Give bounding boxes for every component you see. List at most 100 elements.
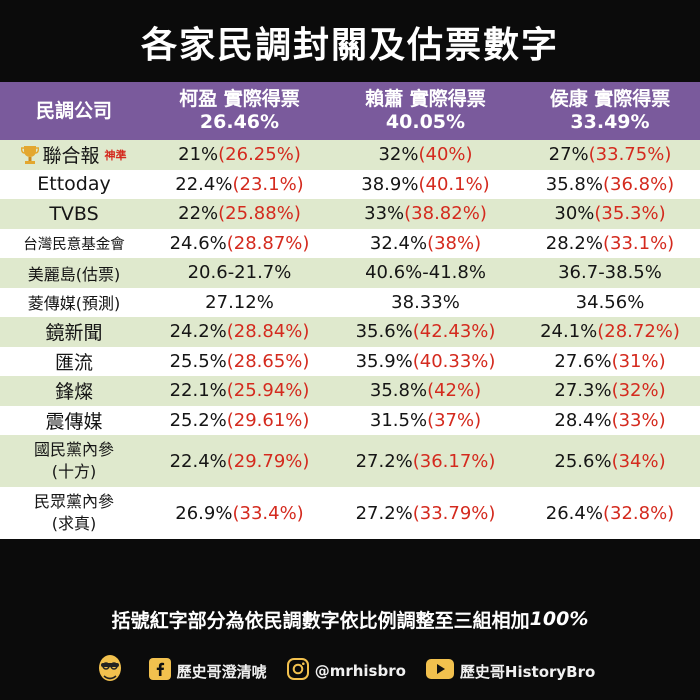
poll-value-cell: 31.5%(37%) bbox=[331, 406, 520, 436]
adjusted-value: (28.72%) bbox=[597, 321, 680, 343]
adjusted-value: (33.1%) bbox=[602, 232, 675, 254]
adjusted-value: (31%) bbox=[611, 350, 666, 372]
adjusted-value: (40.33%) bbox=[412, 350, 496, 372]
youtube-link[interactable]: 歷史哥HistoryBro bbox=[425, 659, 595, 683]
poll-value-cell: 24.2%(28.84%) bbox=[148, 317, 331, 347]
poll-value-cell: 22%(25.88%) bbox=[148, 199, 331, 229]
poll-value-cell: 22.1%(25.94%) bbox=[148, 376, 331, 406]
raw-value: 25.2% bbox=[169, 409, 227, 431]
adjusted-value: (42.43%) bbox=[412, 321, 496, 343]
accuracy-tag: 神準 bbox=[104, 149, 127, 163]
header-candidate: 侯康 實際得票 33.49% bbox=[520, 82, 700, 140]
raw-value: 30% bbox=[554, 203, 595, 225]
poll-value-cell: 22.4%(29.79%) bbox=[148, 435, 331, 487]
adjusted-value: (38.82%) bbox=[404, 203, 487, 225]
raw-value: 35.9% bbox=[355, 350, 413, 372]
table-row: 聯合報 神準 21%(26.25%) 32%(40%) 27%(33.75%) bbox=[0, 140, 700, 170]
adjusted-value: (25.88%) bbox=[218, 203, 301, 225]
poll-value-cell: 21%(26.25%) bbox=[148, 140, 331, 170]
social-footer: 歷史哥澄清唬 @mrhisbro 歷史哥HistoryBro bbox=[0, 648, 700, 694]
table-row: 台灣民意基金會 24.6%(28.87%) 32.4%(38%) 28.2%(33.1… bbox=[0, 228, 700, 259]
youtube-icon bbox=[425, 659, 454, 683]
adjusted-value: (40.1%) bbox=[418, 173, 490, 195]
candidate-pct: 33.49% bbox=[570, 111, 650, 133]
table-row: 民眾黨內參 (求真) 26.9%(33.4%) 27.2%(33.79%) 26.4%(… bbox=[0, 487, 700, 539]
poll-value-cell: 35.8%(42%) bbox=[331, 376, 520, 406]
pollster-name: 匯流 bbox=[0, 347, 148, 377]
table-row: 美麗島(估票) 20.6-21.7% 40.6%-41.8% 36.7-38.5% bbox=[0, 258, 700, 288]
table-row: 匯流 25.5%(28.65%) 35.9%(40.33%) 27.6%(31%) bbox=[0, 346, 700, 377]
poll-value-cell: 24.6%(28.87%) bbox=[148, 229, 331, 259]
raw-value: 21% bbox=[178, 144, 219, 166]
adjusted-value: (32.8%) bbox=[602, 502, 675, 524]
footnote-text: 括號紅字部分為依民調數字依比例調整至三組相加 bbox=[111, 609, 530, 632]
raw-value: 35.6% bbox=[355, 321, 413, 343]
poll-table: 民調公司 柯盈 實際得票 26.46% 賴蕭 實際得票 40.05% 侯康 實際… bbox=[0, 82, 700, 539]
pollster-label: 匯流 bbox=[54, 351, 93, 374]
table-row: 菱傳媒(預測) 27.12% 38.33% 34.56% bbox=[0, 287, 700, 318]
instagram-icon bbox=[286, 658, 309, 684]
instagram-link[interactable]: @mrhisbro bbox=[286, 658, 406, 684]
raw-value: 35.8% bbox=[369, 380, 428, 402]
raw-value: 20.6-21.7% bbox=[187, 262, 292, 284]
adjusted-value: (29.61%) bbox=[226, 409, 310, 431]
footnote: 括號紅字部分為依民調數字依比例調整至三組相加 100% bbox=[0, 596, 700, 642]
header-corner: 民調公司 bbox=[35, 99, 112, 122]
candidate-pct: 26.46% bbox=[199, 111, 280, 133]
raw-value: 32% bbox=[378, 144, 419, 166]
raw-value: 28.2% bbox=[545, 232, 603, 254]
table-row: 鋒燦 22.1%(25.94%) 35.8%(42%) 27.3%(32%) bbox=[0, 376, 700, 406]
adjusted-value: (38%) bbox=[427, 232, 482, 254]
pollster-name: 民眾黨內參 (求真) bbox=[0, 487, 148, 539]
header-row: 民調公司 柯盈 實際得票 26.46% 賴蕭 實際得票 40.05% 侯康 實際… bbox=[0, 82, 700, 140]
pollster-sublabel: (求真) bbox=[51, 514, 97, 533]
poll-value-cell: 25.6%(34%) bbox=[520, 435, 700, 487]
poll-value-cell: 28.4%(33%) bbox=[520, 406, 700, 436]
poll-value-cell: 26.4%(32.8%) bbox=[520, 487, 700, 539]
adjusted-value: (35.3%) bbox=[594, 203, 666, 225]
pollster-name: 聯合報 神準 bbox=[0, 140, 148, 170]
candidate-name: 侯康 實際得票 bbox=[549, 88, 671, 110]
raw-value: 27.12% bbox=[205, 291, 274, 313]
poll-value-cell: 27.2%(33.79%) bbox=[331, 487, 520, 539]
raw-value: 35.8% bbox=[545, 173, 603, 195]
raw-value: 22.1% bbox=[169, 380, 227, 402]
adjusted-value: (29.79%) bbox=[226, 450, 310, 472]
poll-value-cell: 34.56% bbox=[520, 288, 700, 318]
poll-value-cell: 27.6%(31%) bbox=[520, 347, 700, 377]
candidate-name: 柯盈 實際得票 bbox=[179, 88, 300, 110]
pollster-name: 美麗島(估票) bbox=[0, 258, 148, 288]
raw-value: 25.5% bbox=[169, 350, 227, 372]
pollster-label: 鋒燦 bbox=[54, 381, 93, 404]
poll-value-cell: 36.7-38.5% bbox=[520, 258, 700, 288]
poll-value-cell: 38.9%(40.1%) bbox=[331, 170, 520, 200]
raw-value: 27% bbox=[548, 144, 589, 166]
raw-value: 34.56% bbox=[575, 291, 645, 313]
adjusted-value: (33.79%) bbox=[412, 502, 496, 524]
candidate-pct: 40.05% bbox=[385, 111, 466, 133]
poll-value-cell: 33%(38.82%) bbox=[331, 199, 520, 229]
raw-value: 40.6%-41.8% bbox=[365, 262, 486, 284]
poll-value-cell: 27%(33.75%) bbox=[520, 140, 700, 170]
raw-value: 26.9% bbox=[175, 502, 233, 524]
adjusted-value: (40%) bbox=[418, 144, 473, 166]
adjusted-value: (28.84%) bbox=[226, 321, 310, 343]
poll-value-cell: 25.2%(29.61%) bbox=[148, 406, 331, 436]
facebook-link[interactable]: 歷史哥澄清唬 bbox=[148, 658, 267, 684]
pollster-name: 震傳媒 bbox=[0, 406, 148, 436]
raw-value: 24.6% bbox=[169, 232, 227, 254]
raw-value: 38.9% bbox=[361, 173, 419, 195]
poll-value-cell: 26.9%(33.4%) bbox=[148, 487, 331, 539]
raw-value: 22.4% bbox=[175, 173, 233, 195]
poll-value-cell: 32.4%(38%) bbox=[331, 229, 520, 259]
raw-value: 25.6% bbox=[554, 450, 612, 472]
poll-value-cell: 38.33% bbox=[331, 288, 520, 318]
raw-value: 22% bbox=[178, 203, 219, 225]
pollster-name: TVBS bbox=[0, 199, 148, 229]
adjusted-value: (34%) bbox=[611, 450, 666, 472]
raw-value: 27.2% bbox=[355, 450, 413, 472]
pollster-sublabel: (十方) bbox=[51, 462, 97, 481]
poll-value-cell: 27.12% bbox=[148, 288, 331, 318]
adjusted-value: (25.94%) bbox=[226, 380, 310, 402]
